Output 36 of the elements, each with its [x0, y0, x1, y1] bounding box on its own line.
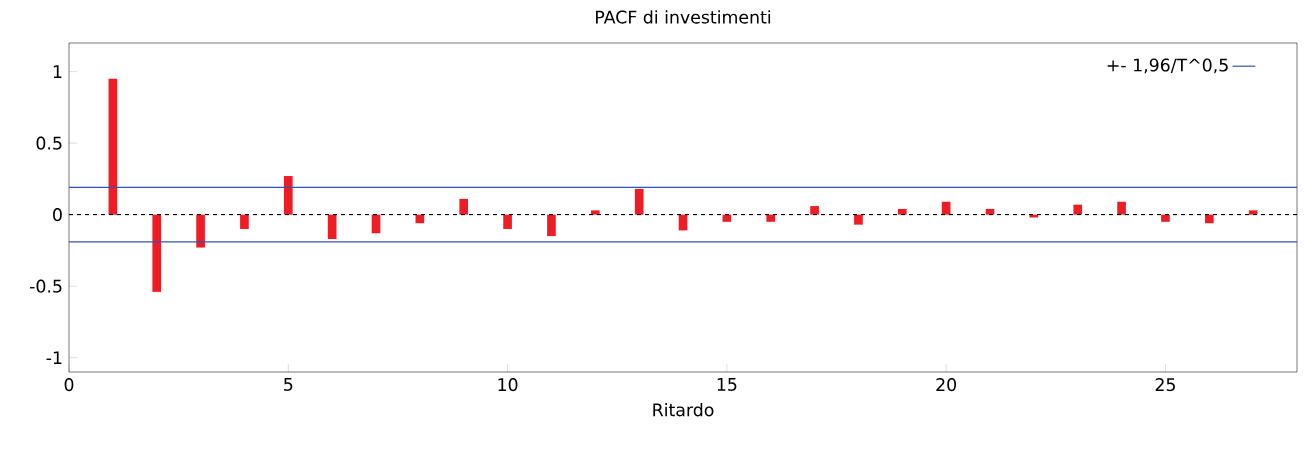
- bar: [1029, 214, 1039, 218]
- bar: [283, 176, 293, 215]
- y-tick-label: -1: [46, 351, 62, 365]
- bar: [897, 208, 907, 215]
- y-tick-label: 0.5: [36, 136, 62, 150]
- bar: [634, 188, 644, 215]
- x-tick-label: 10: [498, 378, 518, 392]
- bar: [240, 214, 249, 229]
- bar: [590, 210, 600, 215]
- y-tick-label: 1: [53, 65, 62, 78]
- bar: [503, 214, 512, 229]
- x-tick-label: 5: [284, 378, 293, 391]
- chart-title: PACF di investimenti: [596, 10, 771, 24]
- bar: [766, 214, 776, 222]
- bar: [854, 214, 863, 225]
- bar: [810, 206, 819, 215]
- bar: [152, 214, 162, 292]
- bar: [108, 78, 118, 215]
- bar: [1204, 214, 1214, 224]
- y-tick-label: 0: [53, 208, 62, 222]
- bar: [327, 214, 337, 239]
- x-tick-label: 20: [936, 378, 957, 392]
- x-tick-label: 0: [64, 378, 74, 392]
- x-tick-label: 25: [1155, 378, 1175, 392]
- bar: [1073, 204, 1083, 215]
- bar: [547, 214, 556, 237]
- x-tick-label: 15: [717, 378, 737, 391]
- y-tick-label: -0.5: [29, 279, 62, 293]
- bar: [459, 198, 469, 215]
- bar: [1248, 210, 1258, 215]
- bar: [1117, 201, 1126, 215]
- x-axis-title: Ritardo: [653, 402, 714, 417]
- bar: [1161, 214, 1170, 222]
- legend-label: +- 1,96/T^0,5: [1107, 58, 1228, 74]
- bar: [196, 214, 205, 248]
- bar: [722, 214, 732, 222]
